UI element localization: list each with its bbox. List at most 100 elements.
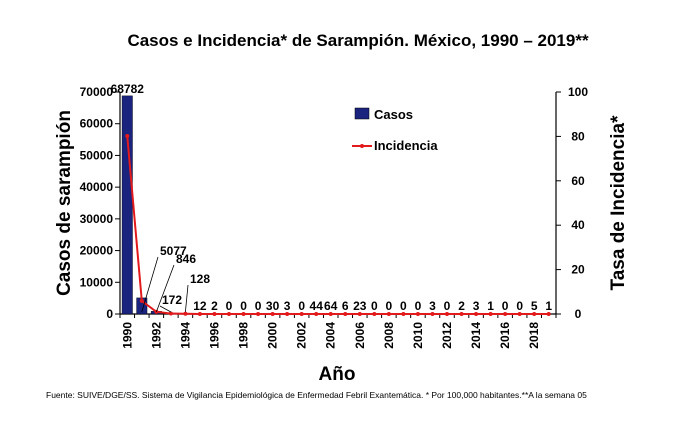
point-incidencia-1996: [212, 312, 217, 316]
callout-line: [185, 284, 189, 313]
y-axis-title: Casos de sarampión: [54, 110, 75, 296]
point-incidencia-2013: [459, 312, 464, 316]
y2-axis-title: Tasa de Incidencia*: [608, 115, 629, 291]
point-incidencia-2008: [386, 312, 391, 316]
data-label-1999: 0: [255, 299, 262, 313]
x-tick-label: 2010: [411, 322, 425, 349]
callout-line: [155, 264, 175, 313]
point-incidencia-2001: [285, 312, 290, 316]
line-series: [125, 133, 551, 316]
data-label-2006: 23: [353, 299, 367, 313]
point-incidencia-1991: [139, 298, 144, 303]
point-incidencia-2012: [445, 312, 449, 316]
data-label-1996: 2: [211, 299, 218, 313]
left-tick-label: 0: [106, 307, 113, 321]
data-label-1991: 5077: [160, 244, 187, 258]
data-label-2008: 0: [386, 299, 393, 313]
x-tick-label: 2016: [498, 322, 512, 349]
data-label-2003: 44: [310, 299, 324, 313]
point-incidencia-1990: [125, 133, 130, 138]
point-incidencia-2015: [488, 312, 493, 316]
bar-casos-1990: [121, 95, 133, 315]
line-incidencia: [126, 135, 549, 315]
x-tick-label: 1992: [149, 322, 163, 349]
data-label-2010: 0: [415, 299, 422, 313]
data-label-2015: 1: [487, 299, 494, 313]
data-label-2011: 3: [429, 299, 436, 313]
data-label-1993: 172: [162, 293, 182, 307]
callout-line: [141, 256, 159, 313]
point-incidencia-2018: [532, 312, 537, 316]
point-incidencia-1995: [197, 312, 202, 316]
right-tick-label: 0: [575, 307, 582, 321]
source-note: Fuente: SUIVE/DGE/SS. Sistema de Vigilan…: [46, 390, 587, 400]
legend-label-incidencia: Incidencia: [374, 138, 438, 153]
data-label-1995: 12: [193, 299, 207, 313]
data-label-2000: 30: [266, 299, 280, 313]
right-tick-label: 100: [568, 85, 588, 99]
point-incidencia-2014: [474, 312, 479, 316]
point-incidencia-1999: [256, 312, 261, 316]
point-incidencia-2004: [328, 312, 333, 316]
data-label-2018: 5: [531, 299, 538, 313]
point-incidencia-2011: [430, 312, 435, 316]
point-incidencia-2009: [401, 312, 406, 316]
x-tick-label: 2002: [295, 322, 309, 349]
x-tick-label: 1994: [178, 322, 192, 349]
point-incidencia-1993: [168, 311, 173, 316]
data-label-2016: 0: [502, 299, 509, 313]
x-tick-label: 1996: [207, 322, 221, 349]
point-incidencia-2007: [372, 312, 377, 316]
data-label-1994: 128: [190, 272, 210, 286]
data-label-2012: 0: [444, 299, 451, 313]
left-y-axis: 0 10000 20000 30000 40000 50000 60000 70000: [80, 85, 121, 321]
point-incidencia-2002: [299, 312, 304, 316]
x-axis: 1990 1992 1994 1996 1998 2000 2002 2004 2006 2008…: [119, 313, 557, 349]
right-tick-label: 80: [571, 129, 585, 143]
callout-line: [159, 305, 172, 313]
point-incidencia-1994: [183, 311, 188, 316]
data-label-1990: 68782: [111, 82, 145, 96]
x-tick-label: 2018: [527, 322, 541, 349]
right-y-axis: 0 20 40 60 80 100: [555, 85, 588, 321]
x-axis-title: Año: [319, 364, 356, 385]
data-label-2017: 0: [516, 299, 523, 313]
left-tick-label: 50000: [80, 148, 114, 162]
point-incidencia-2006: [357, 312, 362, 316]
data-label-2014: 3: [473, 299, 480, 313]
left-tick-label: 40000: [80, 180, 114, 194]
x-tick-label: 1998: [237, 322, 251, 349]
legend-swatch-casos: [354, 107, 370, 120]
x-tick-label: 2004: [324, 322, 338, 349]
left-tick-label: 70000: [80, 85, 114, 99]
left-tick-label: 20000: [80, 244, 114, 258]
bar-series: [121, 95, 555, 315]
x-tick-label: 2012: [440, 322, 454, 349]
data-label-2005: 6: [342, 299, 349, 313]
x-tick-label: 2006: [353, 322, 367, 349]
data-label-1992: 846: [176, 252, 196, 266]
x-tick-label: 2008: [382, 322, 396, 349]
point-incidencia-1998: [241, 312, 246, 316]
data-label-2009: 0: [400, 299, 407, 313]
left-tick-label: 60000: [80, 117, 114, 131]
right-tick-label: 40: [571, 218, 585, 232]
left-tick-label: 30000: [80, 212, 114, 226]
data-label-2019: 1: [545, 299, 552, 313]
right-tick-label: 60: [571, 174, 585, 188]
point-incidencia-2019: [546, 312, 551, 316]
data-label-2002: 0: [298, 299, 305, 313]
point-incidencia-2017: [517, 312, 522, 316]
chart-title: Casos e Incidencia* de Sarampión. México…: [127, 31, 589, 50]
legend-label-casos: Casos: [374, 107, 413, 122]
legend-marker-incidencia: [360, 144, 364, 148]
legend: Casos Incidencia: [352, 107, 438, 153]
point-incidencia-2005: [343, 312, 348, 316]
x-tick-label: 1990: [120, 322, 134, 349]
right-tick-label: 20: [571, 263, 585, 277]
point-incidencia-1997: [227, 312, 231, 316]
x-tick-label: 2000: [266, 322, 280, 349]
point-incidencia-2003: [314, 312, 319, 316]
